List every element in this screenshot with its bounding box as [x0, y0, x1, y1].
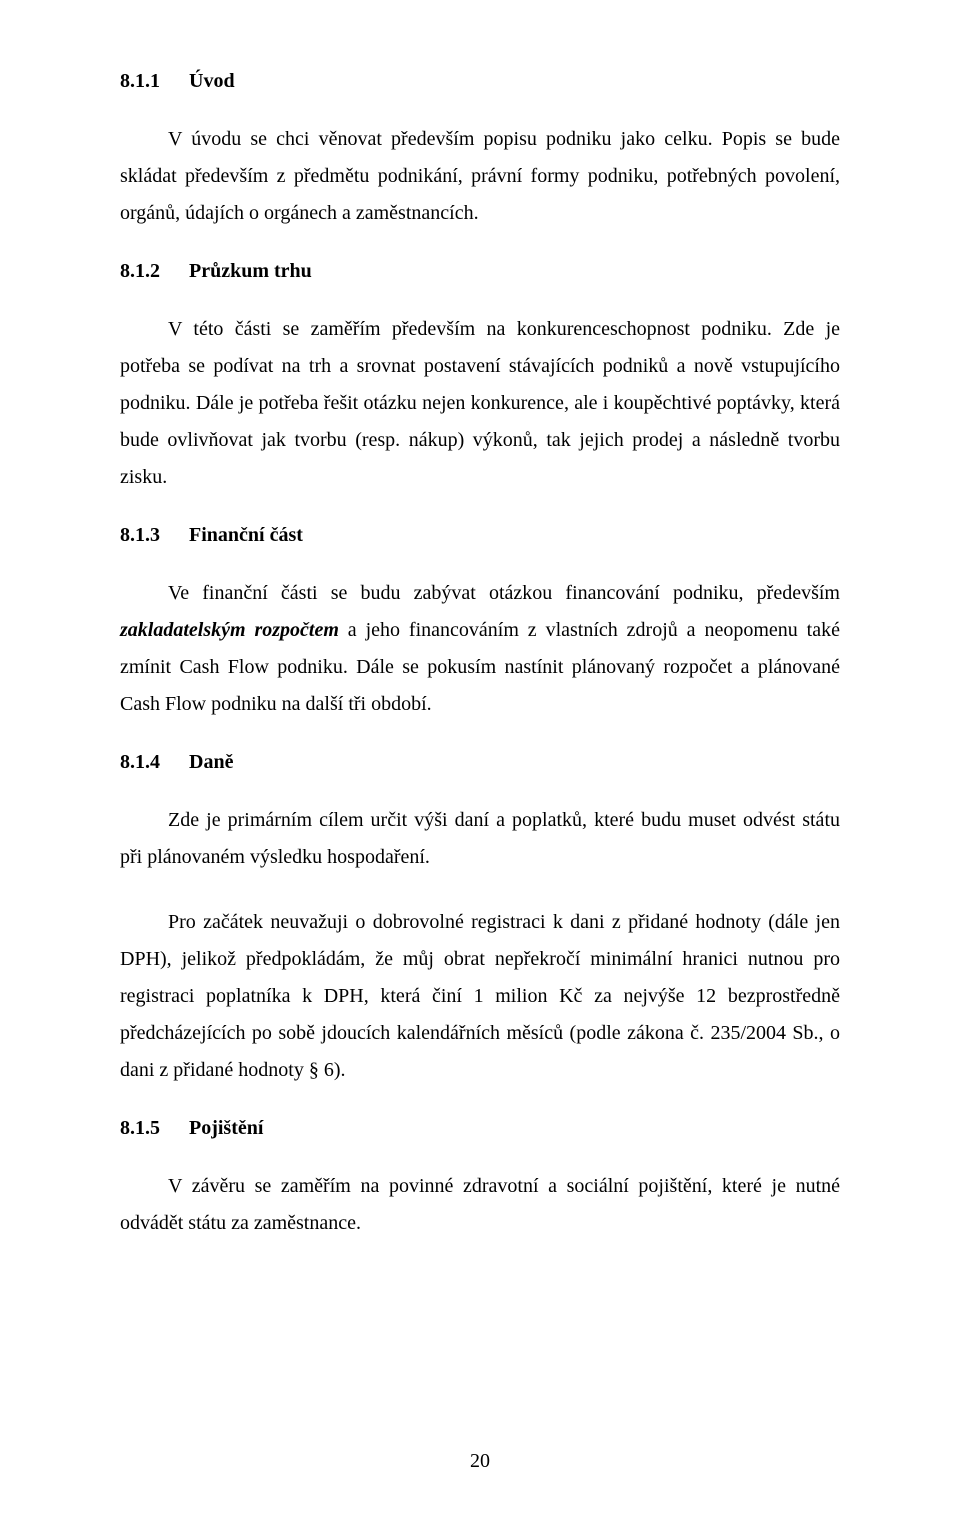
- heading-title: Pojištění: [189, 1117, 263, 1139]
- paragraph: V závěru se zaměřím na povinné zdravotní…: [120, 1168, 840, 1242]
- heading-number: 8.1.2: [120, 260, 184, 283]
- heading-title: Daně: [189, 751, 233, 773]
- heading-number: 8.1.1: [120, 70, 184, 93]
- paragraph: Ve finanční části se budu zabývat otázko…: [120, 575, 840, 723]
- document-page: 8.1.1 Úvod V úvodu se chci věnovat přede…: [0, 0, 960, 1513]
- heading-8-1-5: 8.1.5 Pojištění: [120, 1117, 840, 1140]
- paragraph: Zde je primárním cílem určit výši daní a…: [120, 802, 840, 876]
- heading-8-1-4: 8.1.4 Daně: [120, 751, 840, 774]
- paragraph-emphasis: zakladatelským rozpočtem: [120, 619, 339, 641]
- heading-number: 8.1.5: [120, 1117, 184, 1140]
- heading-number: 8.1.3: [120, 524, 184, 547]
- paragraph: Pro začátek neuvažuji o dobrovolné regis…: [120, 904, 840, 1089]
- heading-title: Průzkum trhu: [189, 260, 312, 282]
- heading-8-1-3: 8.1.3 Finanční část: [120, 524, 840, 547]
- heading-title: Finanční část: [189, 524, 303, 546]
- heading-8-1-2: 8.1.2 Průzkum trhu: [120, 260, 840, 283]
- paragraph: V úvodu se chci věnovat především popisu…: [120, 121, 840, 232]
- heading-title: Úvod: [189, 70, 235, 92]
- heading-8-1-1: 8.1.1 Úvod: [120, 70, 840, 93]
- paragraph-text: Ve finanční části se budu zabývat otázko…: [168, 582, 840, 604]
- paragraph: V této části se zaměřím především na kon…: [120, 311, 840, 496]
- heading-number: 8.1.4: [120, 751, 184, 774]
- page-number: 20: [0, 1450, 960, 1473]
